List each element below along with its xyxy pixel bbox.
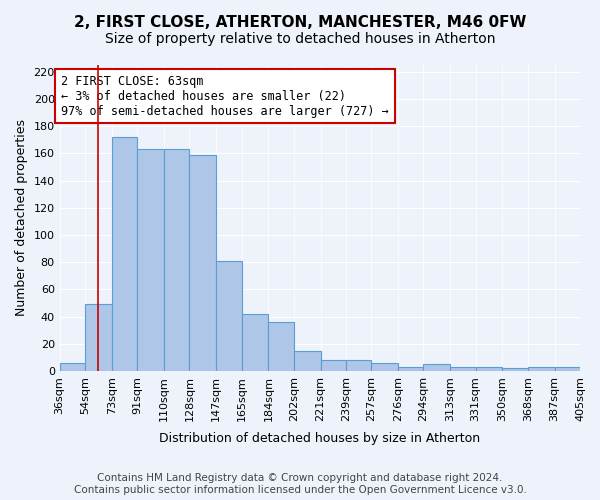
Bar [216,261,242,371]
Bar [112,137,137,371]
Bar [528,367,554,371]
Bar [476,367,502,371]
Bar [320,360,346,371]
Bar [242,314,268,371]
Text: Contains HM Land Registry data © Crown copyright and database right 2024.
Contai: Contains HM Land Registry data © Crown c… [74,474,526,495]
Bar [554,367,580,371]
Text: 2 FIRST CLOSE: 63sqm
← 3% of detached houses are smaller (22)
97% of semi-detach: 2 FIRST CLOSE: 63sqm ← 3% of detached ho… [61,74,389,118]
Bar [294,350,320,371]
Bar [137,150,164,371]
Bar [85,304,112,371]
X-axis label: Distribution of detached houses by size in Atherton: Distribution of detached houses by size … [159,432,481,445]
Bar [268,322,294,371]
Bar [424,364,450,371]
Bar [398,367,424,371]
Bar [346,360,371,371]
Bar [59,362,85,371]
Y-axis label: Number of detached properties: Number of detached properties [15,120,28,316]
Bar [502,368,528,371]
Text: Size of property relative to detached houses in Atherton: Size of property relative to detached ho… [105,32,495,46]
Bar [450,367,476,371]
Bar [164,150,190,371]
Bar [190,154,216,371]
Text: 2, FIRST CLOSE, ATHERTON, MANCHESTER, M46 0FW: 2, FIRST CLOSE, ATHERTON, MANCHESTER, M4… [74,15,526,30]
Bar [371,362,398,371]
